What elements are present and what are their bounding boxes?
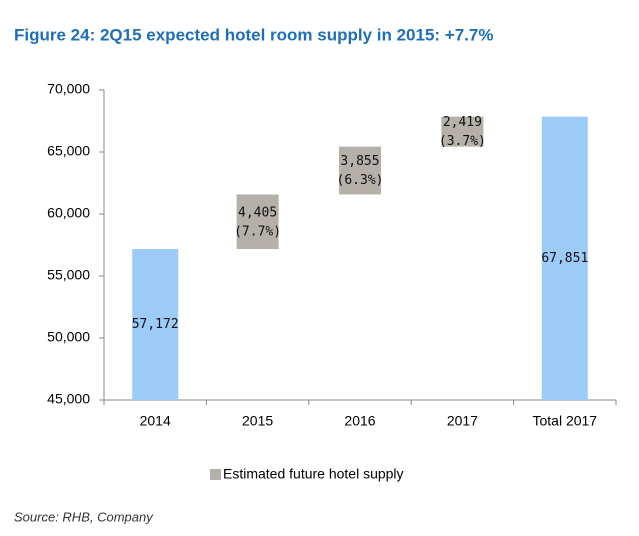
legend-label: Estimated future hotel supply [223,466,404,482]
value-label: 57,172 [132,317,179,332]
chart-title: Figure 24: 2Q15 expected hotel room supp… [14,25,493,44]
increase-bar [236,194,279,250]
legend-swatch [210,469,221,480]
percent-label: (3.7%) [439,134,486,149]
y-tick-label: 70,000 [47,81,90,97]
source-note: Source: RHB, Company [14,509,154,524]
y-tick-label: 65,000 [47,143,90,159]
value-label: 67,851 [541,251,588,266]
value-label: 4,405 [238,205,277,220]
total-bar [132,249,179,400]
percent-label: (6.3%) [337,173,384,188]
increase-bar [441,116,484,147]
x-tick-label: 2017 [447,413,478,429]
y-tick-label: 60,000 [47,205,90,221]
y-tick-label: 50,000 [47,329,90,345]
increase-bar [339,146,381,195]
x-tick-label: 2014 [140,413,171,429]
x-tick-label: Total 2017 [532,413,597,429]
y-tick-label: 45,000 [47,391,90,407]
x-tick-label: 2016 [344,413,375,429]
value-label: 3,855 [340,154,379,169]
percent-label: (7.7%) [234,224,281,239]
value-label: 2,419 [443,115,482,130]
total-bar [541,116,588,401]
y-tick-label: 55,000 [47,267,90,283]
x-tick-label: 2015 [242,413,273,429]
